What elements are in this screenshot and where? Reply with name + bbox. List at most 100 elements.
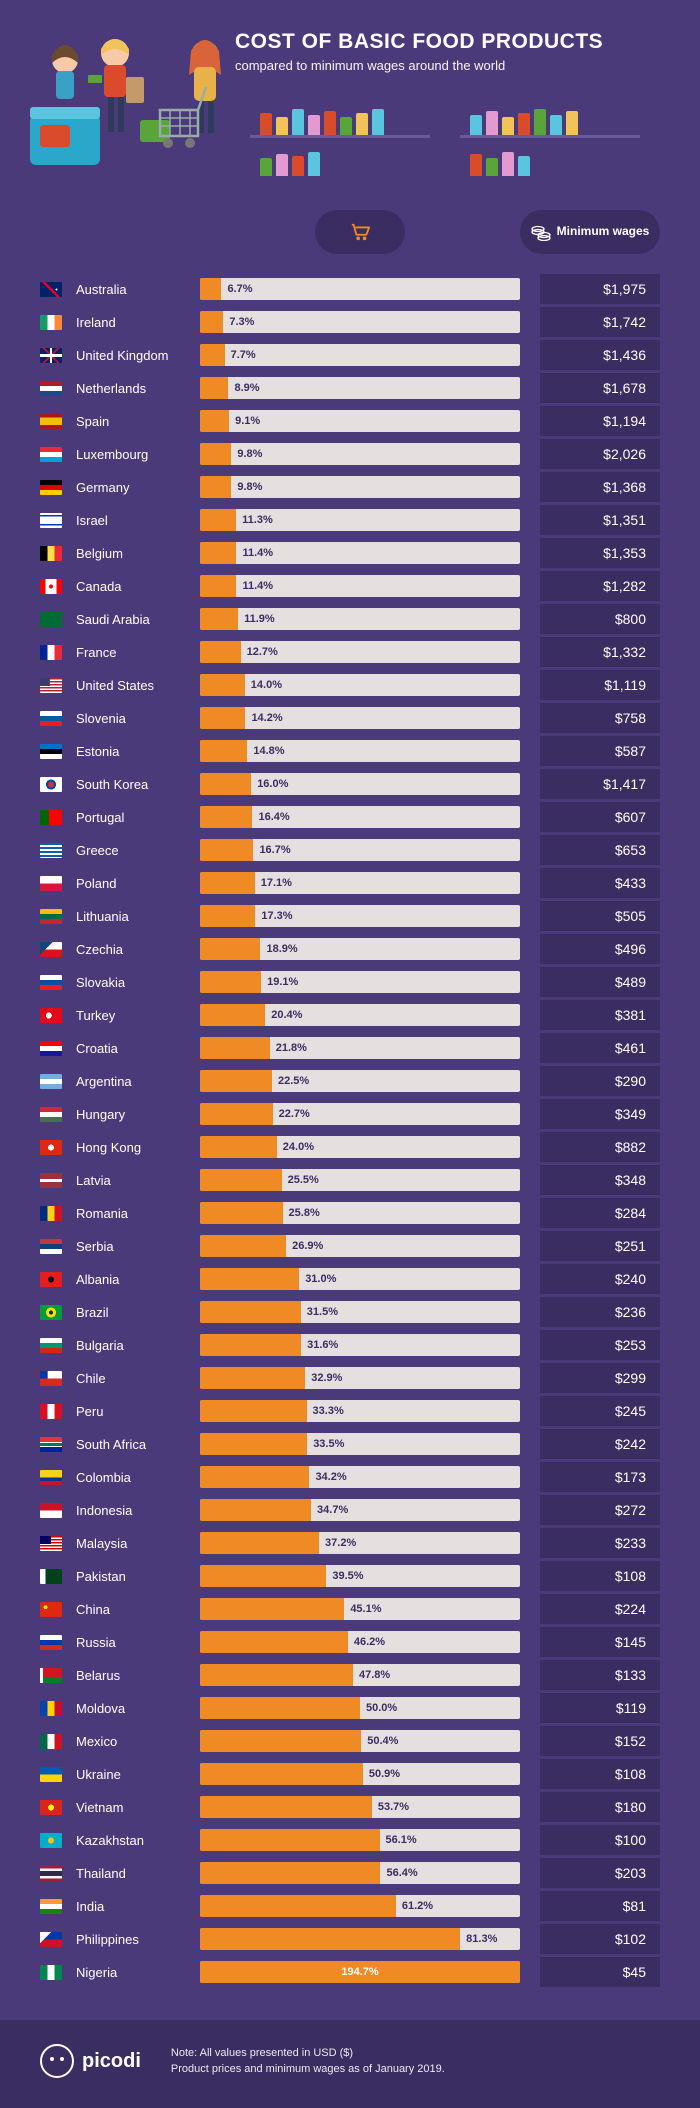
wage-value: $1,417	[540, 769, 660, 799]
bar-fill	[200, 575, 236, 597]
country-flag	[40, 1701, 62, 1716]
table-row: India61.2%$81	[40, 1891, 660, 1921]
country-flag	[40, 876, 62, 891]
bar-fill	[200, 1202, 283, 1224]
bar-value-label: 45.1%	[350, 1598, 381, 1620]
bar-track: 22.5%	[200, 1070, 520, 1092]
bar-track: 19.1%	[200, 971, 520, 993]
bar-fill	[200, 674, 245, 696]
bar-value-label: 7.3%	[229, 311, 254, 333]
country-name: Thailand	[76, 1866, 200, 1881]
bar-track: 9.8%	[200, 443, 520, 465]
wage-value: $152	[540, 1726, 660, 1756]
country-name: Luxembourg	[76, 447, 200, 462]
bar-track: 14.2%	[200, 707, 520, 729]
wage-value: $1,436	[540, 340, 660, 370]
bar-track: 14.0%	[200, 674, 520, 696]
country-flag	[40, 348, 62, 363]
country-name: Malaysia	[76, 1536, 200, 1551]
wage-value: $284	[540, 1198, 660, 1228]
bar-fill	[200, 971, 261, 993]
table-row: Mexico50.4%$152	[40, 1726, 660, 1756]
table-row: South Korea16.0%$1,417	[40, 769, 660, 799]
wage-value: $1,351	[540, 505, 660, 535]
country-name: Brazil	[76, 1305, 200, 1320]
bar-fill	[200, 1169, 282, 1191]
bar-track: 24.0%	[200, 1136, 520, 1158]
bar-fill	[200, 1400, 307, 1422]
bar-value-label: 56.1%	[386, 1829, 417, 1851]
country-flag	[40, 1866, 62, 1881]
table-row: Hong Kong24.0%$882	[40, 1132, 660, 1162]
wage-value: $1,742	[540, 307, 660, 337]
table-row: Slovenia14.2%$758	[40, 703, 660, 733]
bar-track: 14.8%	[200, 740, 520, 762]
country-name: Serbia	[76, 1239, 200, 1254]
wage-value: $45	[540, 1957, 660, 1987]
table-row: Luxembourg9.8% $2,026	[40, 439, 660, 469]
pig-icon	[40, 2044, 74, 2078]
bar-track: 56.1%	[200, 1829, 520, 1851]
bar-fill	[200, 344, 225, 366]
wage-value: $1,194	[540, 406, 660, 436]
bar-value-label: 81.3%	[466, 1928, 497, 1950]
bar-value-label: 50.4%	[367, 1730, 398, 1752]
country-flag	[40, 1239, 62, 1254]
bar-track: 37.2%	[200, 1532, 520, 1554]
country-flag	[40, 579, 62, 594]
wage-value: $348	[540, 1165, 660, 1195]
bar-fill	[200, 806, 252, 828]
bar-track: 9.1%	[200, 410, 520, 432]
bar-value-label: 14.8%	[253, 740, 284, 762]
wage-value: $108	[540, 1759, 660, 1789]
table-row: Portugal16.4%$607	[40, 802, 660, 832]
wage-value: $173	[540, 1462, 660, 1492]
bar-fill	[200, 707, 245, 729]
bar-track: 31.6%	[200, 1334, 520, 1356]
country-name: Moldova	[76, 1701, 200, 1716]
bar-fill	[200, 1367, 305, 1389]
bar-value-label: 12.7%	[247, 641, 278, 663]
country-flag	[40, 1635, 62, 1650]
bar-value-label: 16.7%	[259, 839, 290, 861]
wage-value: $108	[540, 1561, 660, 1591]
wage-value: $240	[540, 1264, 660, 1294]
country-flag	[40, 1470, 62, 1485]
wage-value: $607	[540, 802, 660, 832]
bar-fill	[200, 1697, 360, 1719]
table-row: Turkey20.4%$381	[40, 1000, 660, 1030]
bar-value-label: 194.7%	[341, 1961, 378, 1983]
country-flag	[40, 1602, 62, 1617]
table-row: Lithuania17.3%$505	[40, 901, 660, 931]
country-flag	[40, 1041, 62, 1056]
bar-value-label: 34.7%	[317, 1499, 348, 1521]
table-row: Netherlands8.9%$1,678	[40, 373, 660, 403]
country-name: Nigeria	[76, 1965, 200, 1980]
table-row: Czechia18.9%$496	[40, 934, 660, 964]
bar-track: 46.2%	[200, 1631, 520, 1653]
wage-value: $100	[540, 1825, 660, 1855]
country-name: India	[76, 1899, 200, 1914]
table-row: Malaysia37.2%$233	[40, 1528, 660, 1558]
wage-value: $1,332	[540, 637, 660, 667]
bar-track: 47.8%	[200, 1664, 520, 1686]
wage-value: $758	[540, 703, 660, 733]
bar-fill	[200, 1631, 348, 1653]
brand-logo: picodi	[40, 2044, 141, 2078]
country-name: Latvia	[76, 1173, 200, 1188]
table-row: Greece16.7%$653	[40, 835, 660, 865]
bar-value-label: 11.4%	[242, 575, 273, 597]
table-row: Moldova50.0%$119	[40, 1693, 660, 1723]
bar-value-label: 8.9%	[234, 377, 259, 399]
bar-track: 33.3%	[200, 1400, 520, 1422]
table-row: Ukraine50.9%$108	[40, 1759, 660, 1789]
bar-track: 21.8%	[200, 1037, 520, 1059]
bar-fill	[200, 1499, 311, 1521]
bar-track: 53.7%	[200, 1796, 520, 1818]
country-name: Australia	[76, 282, 200, 297]
bar-track: 12.7%	[200, 641, 520, 663]
wage-value: $496	[540, 934, 660, 964]
country-flag	[40, 1305, 62, 1320]
table-row: Philippines81.3%$102	[40, 1924, 660, 1954]
wage-value: $2,026	[540, 439, 660, 469]
